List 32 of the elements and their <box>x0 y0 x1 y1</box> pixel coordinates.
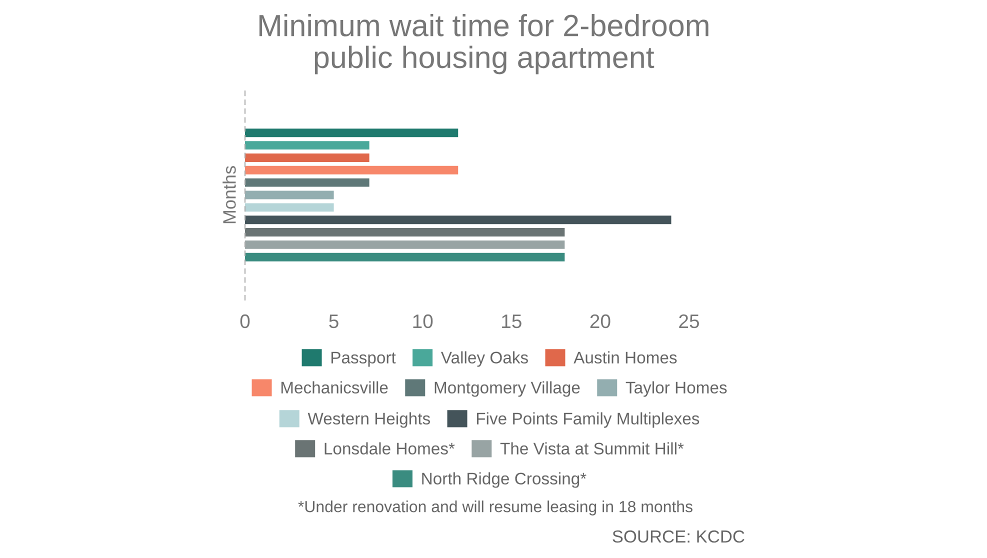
x-tick-label: 15 <box>502 314 522 328</box>
bar <box>245 128 458 138</box>
x-tick-label: 25 <box>679 314 699 328</box>
bar <box>245 252 565 262</box>
bar <box>245 216 672 224</box>
legend-label: Valley Oaks <box>440 351 528 367</box>
legend-label: Mechanicsville <box>281 381 388 394</box>
legend-label: Passport <box>331 352 396 367</box>
legend-label: The Vista at Summit Hill* <box>500 442 684 455</box>
x-tick-label: 5 <box>329 314 338 328</box>
y-axis-title: Months <box>222 166 236 224</box>
legend-label: Lonsdale Homes* <box>324 442 455 455</box>
bar <box>245 240 565 249</box>
chart-title: Minimum wait time for 2-bedroom public housing apartment <box>259 14 708 74</box>
legend-label: Western Heights <box>308 412 430 428</box>
bar <box>245 190 334 200</box>
legend-label: Austin Homes <box>574 351 677 364</box>
legend-label: Montgomery Village <box>434 381 580 397</box>
bar <box>245 153 370 162</box>
source-note: SOURCE: KCDC <box>612 530 744 543</box>
bar <box>245 166 458 174</box>
bar <box>245 228 565 237</box>
x-tick-label: 20 <box>590 314 610 328</box>
legend-label: Five Points Family Multiplexes <box>476 412 700 428</box>
bar <box>245 203 334 212</box>
bar <box>245 141 370 150</box>
x-tick-label: 0 <box>240 314 250 328</box>
bar <box>245 178 370 187</box>
text: *Under renovation and will resume leasing in 18 months <box>298 500 692 516</box>
x-tick-label: 10 <box>413 314 433 328</box>
legend-label: Taylor Homes <box>626 381 727 397</box>
legend-label: North Ridge Crossing* <box>422 472 586 488</box>
